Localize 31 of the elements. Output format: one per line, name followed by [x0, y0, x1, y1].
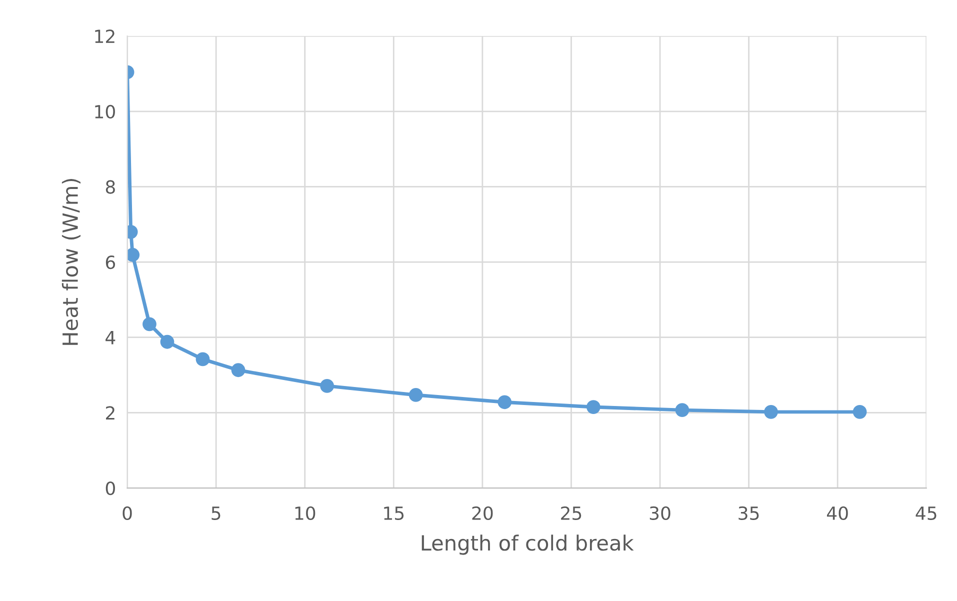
x-tick-label: 15	[384, 506, 404, 520]
x-tick-label: 25	[561, 506, 582, 520]
y-tick-label: 2	[106, 406, 114, 420]
x-tick-label: 0	[122, 506, 132, 520]
y-axis-title: Heat flow (W/m)	[62, 178, 80, 345]
point	[142, 317, 156, 332]
point	[320, 379, 334, 393]
point	[196, 352, 210, 366]
y-tick-label: 10	[95, 104, 115, 118]
y-tick-label: 6	[106, 255, 116, 270]
x-tick-label: 30	[650, 506, 670, 520]
x-tick-label: 5	[212, 506, 220, 520]
y-tick-label: 4	[106, 331, 116, 344]
y-tick-label: 8	[106, 180, 115, 194]
point	[160, 334, 174, 349]
point	[852, 404, 867, 419]
point	[675, 403, 690, 417]
x-tick-label: 20	[472, 506, 493, 520]
x-tick-label: 35	[738, 506, 759, 520]
x-tick-label: 40	[826, 506, 848, 520]
point	[231, 363, 246, 378]
x-tick-label: 10	[295, 506, 316, 520]
x-axis-title: Length of cold break	[422, 534, 634, 555]
y-tick-label: 12	[95, 30, 114, 43]
point	[408, 388, 423, 402]
point	[764, 404, 778, 419]
point	[586, 400, 600, 414]
point	[127, 248, 140, 262]
y-tick-label: 0	[106, 481, 115, 496]
point	[498, 395, 512, 410]
x-tick-label: 45	[916, 506, 936, 520]
